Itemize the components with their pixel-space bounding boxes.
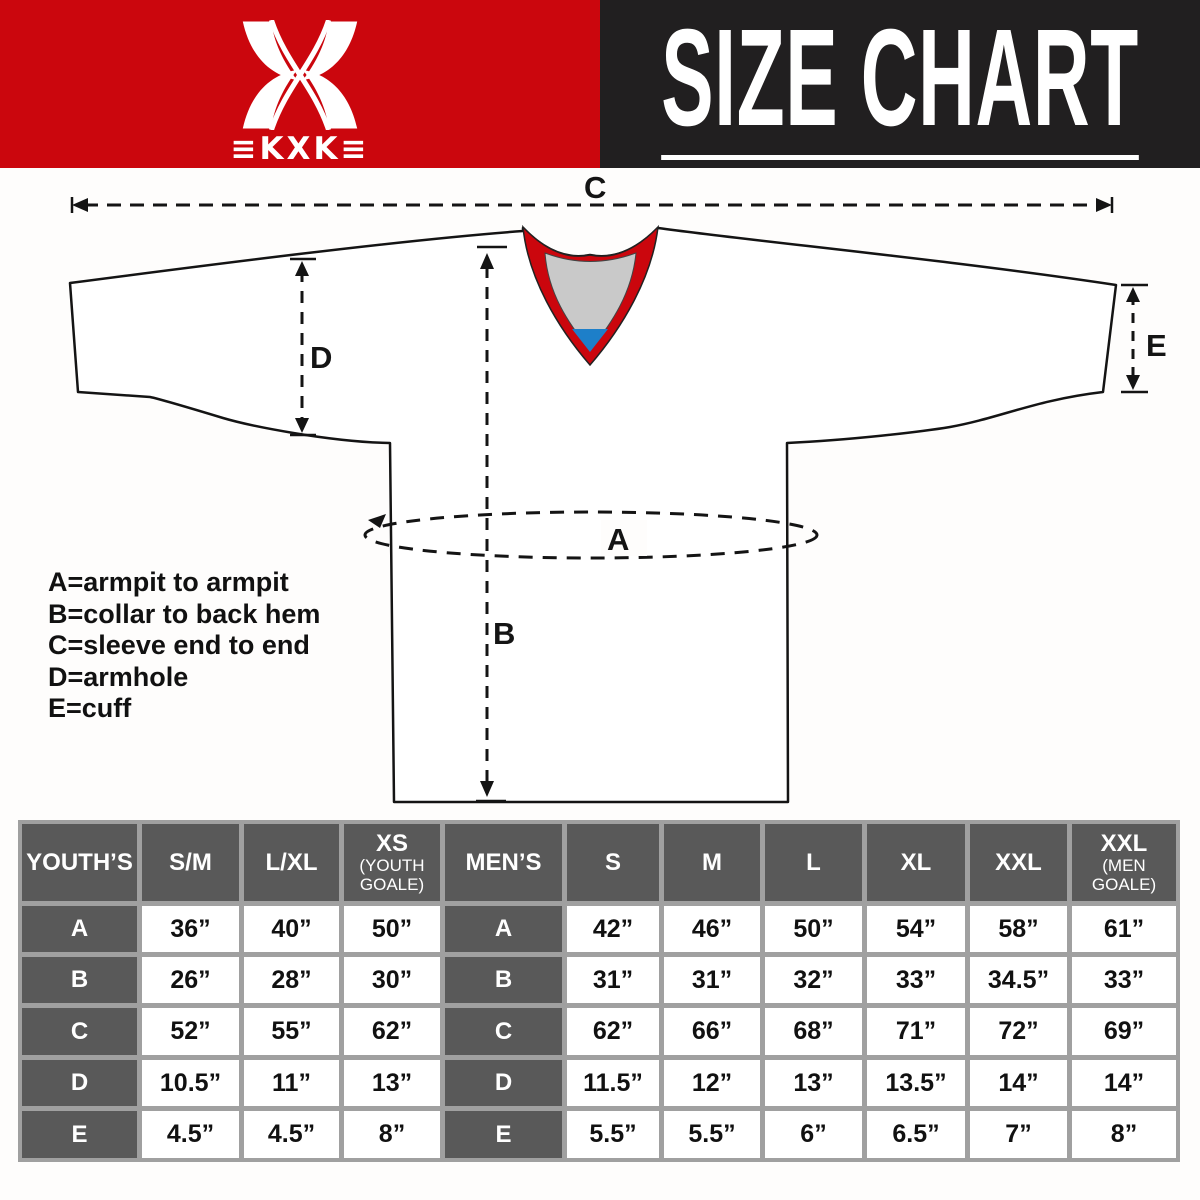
size-table: YOUTH’S S/M L/XL XS (YOUTH GOALE) MEN’S … [18,820,1180,1162]
column-header-men-goalie: XXL (MEN GOALE) [1072,824,1176,901]
table-cell: 54” [867,906,965,952]
table-cell: 8” [344,1111,440,1158]
table-cell: 32” [765,957,862,1003]
table-cell: 28” [244,957,339,1003]
column-header: L [765,824,862,901]
legend-line-a: A=armpit to armpit [48,567,289,597]
table-cell: 13” [344,1060,440,1106]
row-label-cell: B [22,957,137,1003]
table-cell: 7” [970,1111,1067,1158]
table-cell: 66” [664,1008,760,1055]
dimension-line-b [476,245,507,803]
dimension-ellipse-a [363,510,819,560]
measurement-legend: A=armpit to armpit B=collar to back hem … [48,567,320,725]
table-cell: 13.5” [867,1060,965,1106]
collar-tie [572,329,608,352]
header-title-panel: SIZE CHART [600,0,1200,168]
column-header: L/XL [244,824,339,901]
table-cell: 42” [567,906,659,952]
table-cell: 11” [244,1060,339,1106]
table-cell: 68” [765,1008,862,1055]
dimension-label-b: B [493,616,515,651]
column-header-youth-goalie: XS (YOUTH GOALE) [344,824,440,901]
table-cell: 14” [970,1060,1067,1106]
legend-line-d: D=armhole [48,661,189,692]
table-cell: 10.5” [142,1060,239,1106]
dimension-label-a: A [607,522,629,557]
table-cell: 33” [1072,957,1176,1003]
dimension-line-e [1121,283,1148,394]
table-cell: 71” [867,1008,965,1055]
row-label-cell: D [22,1060,137,1106]
legend-line-c: C=sleeve end to end [48,630,310,660]
table-cell: 31” [664,957,760,1003]
table-cell: 26” [142,957,239,1003]
table-cell: 62” [344,1008,440,1055]
table-cell: 5.5” [567,1111,659,1158]
header-brand-panel: ≡KXK≡ [0,0,600,168]
men-section-header: MEN’S [445,824,562,901]
column-header: XL [867,824,965,901]
row-label-cell: E [22,1111,137,1158]
legend-line-b: B=collar to back hem [48,598,321,629]
table-cell: 50” [344,906,440,952]
table-cell: 46” [664,906,760,952]
table-cell: 55” [244,1008,339,1055]
row-label-cell: A [22,906,137,952]
row-label-cell: C [445,1008,562,1055]
column-header: S/M [142,824,239,901]
table-cell: 5.5” [664,1111,760,1158]
youth-section-header: YOUTH’S [22,824,137,901]
table-cell: 11.5” [567,1060,659,1106]
table-cell: 72” [970,1008,1067,1055]
table-cell: 6.5” [867,1111,965,1158]
table-cell: 62” [567,1008,659,1055]
dimension-label-d: D [310,340,332,375]
dimension-label-c: C [584,170,606,205]
table-cell: 13” [765,1060,862,1106]
table-cell: 36” [142,906,239,952]
brand-wordmark: ≡KXK≡ [230,131,370,167]
row-label-cell: B [445,957,562,1003]
column-header: S [567,824,659,901]
table-cell: 34.5” [970,957,1067,1003]
legend-line-e: E=cuff [48,693,132,723]
table-cell: 31” [567,957,659,1003]
table-cell: 50” [765,906,862,952]
collar-inner [544,252,637,351]
row-label-cell: E [445,1111,562,1158]
table-cell: 6” [765,1111,862,1158]
table-cell: 4.5” [244,1111,339,1158]
row-label-cell: C [22,1008,137,1055]
dimension-label-e: E [1146,328,1167,363]
kxk-x-monogram-icon [242,20,358,130]
table-cell: 14” [1072,1060,1176,1106]
table-cell: 40” [244,906,339,952]
row-label-cell: D [445,1060,562,1106]
page-title: SIZE CHART [661,9,1139,160]
table-cell: 30” [344,957,440,1003]
dimension-line-d [290,257,316,437]
table-cell: 33” [867,957,965,1003]
table-cell: 4.5” [142,1111,239,1158]
table-cell: 12” [664,1060,760,1106]
row-label-cell: A [445,906,562,952]
table-cell: 58” [970,906,1067,952]
jersey-measurement-diagram: C D B E A [68,170,1167,804]
column-header: M [664,824,760,901]
table-cell: 8” [1072,1111,1176,1158]
table-cell: 61” [1072,906,1176,952]
column-header: XXL [970,824,1067,901]
table-cell: 52” [142,1008,239,1055]
table-cell: 69” [1072,1008,1176,1055]
